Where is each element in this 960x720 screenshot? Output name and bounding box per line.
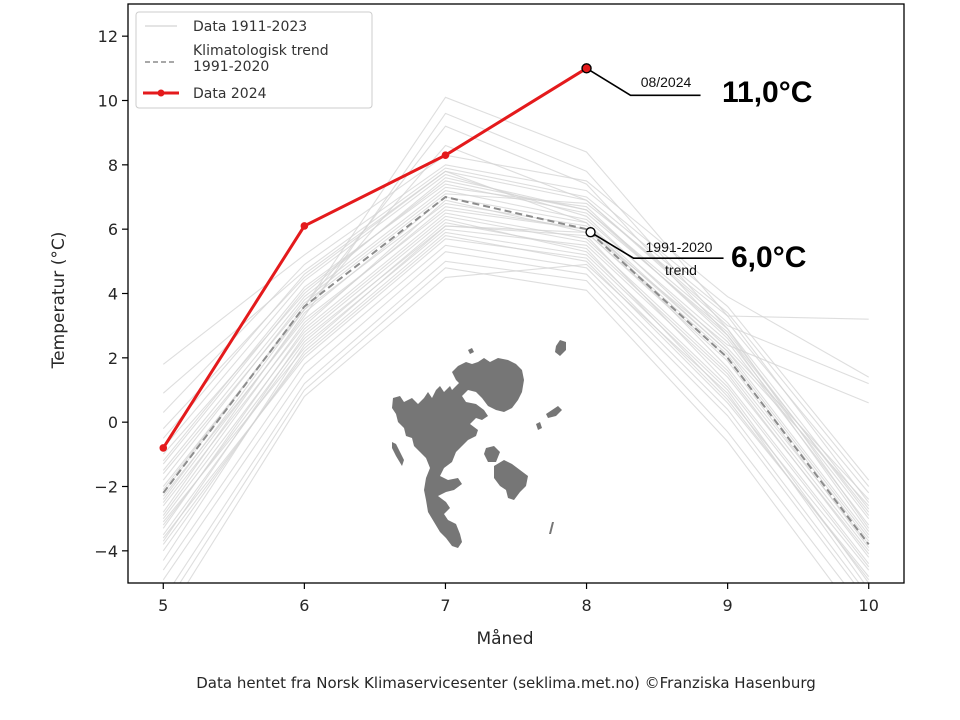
historical-line-29 — [162, 125, 870, 532]
legend-box — [135, 11, 373, 109]
x-tick-label: 10 — [859, 596, 879, 615]
svalbard-map-inset — [392, 340, 566, 548]
historical-line-19 — [162, 228, 870, 561]
historical-line-9 — [162, 209, 870, 539]
x-axis: 5 6 7 8 9 10 — [158, 583, 879, 615]
kvitoya-island — [555, 340, 566, 356]
historical-line-12 — [162, 177, 870, 510]
historical-line-3 — [162, 231, 870, 583]
annotation-2024-value: 11,0°C — [722, 76, 812, 109]
edgeoya-island — [494, 460, 528, 500]
y-tick-label: −4 — [94, 542, 118, 561]
spitsbergen-island — [392, 372, 488, 548]
historical-line-21 — [162, 212, 870, 552]
historical-line-32 — [179, 267, 834, 583]
y-axis-label: Temperatur (°C) — [49, 232, 69, 370]
x-tick-label: 7 — [440, 596, 450, 615]
legend: Data 1911-2023 Klimatologisk trend 1991-… — [135, 11, 373, 109]
annotation-2024-point — [581, 63, 592, 74]
data-2024-point-7 — [441, 151, 450, 159]
annotation-trend-leader — [590, 231, 724, 259]
y-tick-label: 12 — [98, 27, 118, 46]
historical-line-14 — [162, 196, 870, 545]
historical-line-33 — [162, 144, 869, 500]
legend-marker-2024 — [157, 89, 165, 97]
historical-line-8 — [162, 244, 860, 583]
y-tick-label: 2 — [108, 349, 118, 368]
hopen-island — [549, 522, 554, 534]
x-tick-label: 6 — [299, 596, 309, 615]
historical-line-35 — [162, 170, 870, 507]
moffen-island — [468, 348, 474, 354]
x-tick-label: 5 — [158, 596, 168, 615]
trend-line-dashed — [162, 195, 870, 546]
historical-line-27 — [162, 167, 870, 487]
nordaustlandet-island — [452, 358, 524, 412]
annotation-trend-label-top: 1991-2020 — [646, 239, 713, 255]
y-tick-label: 4 — [108, 285, 118, 304]
data-2024-point-5 — [159, 444, 168, 452]
small-island — [536, 422, 542, 430]
annotations: 08/2024 11,0°C 1991-2020 trend 6,0°C — [581, 63, 812, 278]
historical-line-26 — [162, 206, 869, 516]
y-axis: 12 10 8 6 4 2 0 −2 −4 — [94, 27, 128, 561]
historical-line-28 — [162, 251, 855, 583]
footer-credit: Data hentet fra Norsk Klimaservicesenter… — [196, 674, 816, 692]
historical-line-25 — [162, 218, 870, 568]
historical-line-15 — [162, 154, 869, 378]
kong-karls-land-island — [546, 406, 562, 418]
historical-line-34 — [162, 238, 870, 581]
x-tick-label: 8 — [581, 596, 591, 615]
historical-line-31 — [162, 180, 870, 513]
y-tick-label: 8 — [108, 156, 118, 175]
x-axis-label: Måned — [476, 628, 533, 649]
annotation-trend-point — [585, 226, 596, 238]
historical-lines — [162, 96, 870, 583]
x-tick-label: 9 — [723, 596, 733, 615]
legend-label-historical: Data 1911-2023 — [193, 19, 307, 35]
annotation-2024-leader — [586, 67, 701, 97]
y-tick-label: 10 — [98, 92, 118, 111]
historical-line-24 — [162, 193, 869, 474]
prins-karls-forland-island — [392, 442, 404, 466]
data-2024-line — [162, 67, 588, 449]
annotation-trend-label-bottom: trend — [665, 262, 697, 278]
annotation-trend-value: 6,0°C — [731, 241, 806, 274]
historical-line-22 — [162, 112, 870, 529]
historical-line-4 — [162, 199, 870, 548]
annotation-2024-label: 08/2024 — [641, 74, 692, 90]
y-tick-label: −2 — [94, 478, 118, 497]
historical-line-5 — [162, 170, 870, 494]
barentsoya-island — [484, 446, 500, 462]
y-tick-label: 6 — [108, 220, 118, 239]
legend-label-trend: Klimatologisk trend — [193, 43, 329, 59]
legend-label-2024: Data 2024 — [193, 86, 267, 102]
y-tick-label: 0 — [108, 413, 118, 432]
data-2024-point-6 — [300, 222, 309, 230]
historical-line-23 — [186, 263, 865, 583]
legend-label-trend-period: 1991-2020 — [193, 59, 269, 75]
historical-line-7 — [162, 190, 870, 526]
